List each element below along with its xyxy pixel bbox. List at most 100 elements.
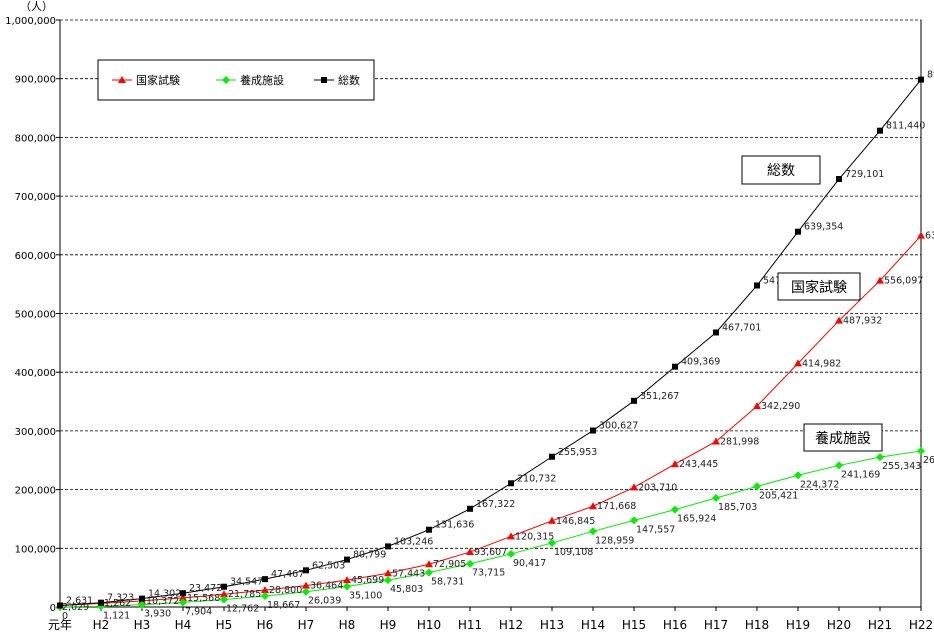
y-tick-label: 600,000 (15, 251, 56, 262)
data-label: 147,557 (636, 524, 675, 535)
marker-triangle (179, 593, 187, 601)
marker-square (713, 329, 719, 336)
marker-triangle (261, 586, 269, 594)
data-label: 72,905 (433, 559, 466, 570)
marker-triangle (794, 359, 802, 367)
extra-data-label: 2,029 (62, 602, 89, 613)
x-tick-label: H4 (175, 618, 192, 632)
data-label: 34,547 (230, 577, 263, 588)
x-tick-label: 元年 (48, 618, 72, 632)
x-tick-label: H22 (909, 618, 933, 632)
marker-square (549, 453, 555, 460)
series-line-0 (59, 235, 922, 606)
marker-triangle (220, 590, 228, 598)
marker-square (795, 228, 801, 235)
marker-triangle (466, 548, 474, 556)
x-axis: 元年 H2 H3 H4 H5 H6 H7 H8 H9 H10 H11 H12 H13 H14 H15 H16 H… (48, 606, 933, 632)
data-label: 729,101 (845, 169, 884, 180)
data-label: 18,667 (267, 600, 300, 611)
data-label: 109,108 (554, 547, 593, 558)
marker-triangle (343, 576, 351, 584)
data-label: 57,443 (392, 568, 425, 579)
marker-square (180, 590, 186, 597)
data-label: 14,302 (148, 589, 181, 600)
data-label: 185,703 (718, 502, 757, 513)
marker-square (508, 480, 514, 487)
data-label: 35,100 (349, 590, 382, 601)
data-label: 414,982 (802, 358, 841, 369)
data-label: 0 (62, 611, 68, 622)
data-label: 62,503 (312, 560, 345, 571)
marker-square (426, 526, 432, 533)
data-label: 205,421 (759, 490, 798, 501)
legend-label: 養成施設 (240, 73, 284, 87)
data-label: 131,636 (435, 520, 474, 531)
marker-triangle (118, 76, 126, 83)
data-label: 342,290 (761, 401, 800, 412)
marker-diamond (261, 592, 269, 601)
marker-diamond (876, 453, 884, 462)
y-tick-label: 200,000 (15, 486, 56, 497)
data-label: 120,315 (515, 531, 554, 542)
marker-square (467, 505, 473, 512)
marker-diamond (712, 493, 720, 502)
legend-items: 国家試験 養成施設 総数 (112, 73, 360, 87)
data-label: 224,372 (800, 479, 839, 490)
data-label: 73,715 (472, 568, 505, 579)
x-tick-label: H13 (540, 618, 564, 632)
series-line-2 (59, 79, 922, 606)
marker-triangle (384, 569, 392, 577)
marker-square (754, 282, 760, 289)
data-label: 300,627 (599, 421, 638, 432)
marker-triangle (712, 437, 720, 445)
marker-diamond (589, 527, 597, 536)
marker-square (221, 583, 227, 590)
marker-diamond (302, 587, 310, 596)
y-tick-label: 0 (50, 603, 56, 614)
data-label: 15,568 (187, 593, 220, 604)
y-tick-label: 100,000 (15, 544, 56, 555)
data-label: 23,472 (189, 583, 222, 594)
marker-square (672, 363, 678, 370)
y-tick-label: 400,000 (15, 368, 56, 379)
marker-square (262, 576, 268, 583)
marker-diamond (630, 516, 638, 525)
x-tick-label: H6 (257, 618, 274, 632)
marker-triangle (835, 316, 843, 324)
marker-triangle (302, 581, 310, 589)
data-label: 1,121 (103, 610, 130, 621)
x-tick-label: H9 (380, 618, 397, 632)
marker-square (918, 76, 924, 83)
data-label: 556,097 (884, 276, 923, 287)
x-tick-label: H5 (216, 618, 233, 632)
annotation-national-exam: 国家試験 (777, 272, 861, 301)
data-label: 898,429 (927, 70, 934, 81)
data-label: 103,246 (394, 536, 433, 547)
data-label: 487,932 (843, 316, 882, 327)
marker-square (321, 77, 327, 83)
data-label: 10,372 (146, 596, 179, 607)
data-label: 351,267 (640, 391, 679, 402)
marker-diamond (917, 446, 925, 455)
x-tick-label: H8 (339, 618, 356, 632)
data-label: 165,924 (677, 514, 716, 525)
y-tick-label: 500,000 (15, 310, 56, 321)
marker-square (877, 127, 883, 134)
series-group (56, 76, 925, 611)
data-label: 632,566 (925, 231, 934, 242)
data-label: 210,732 (517, 473, 556, 484)
marker-square (98, 599, 104, 606)
marker-triangle (548, 516, 556, 524)
marker-diamond (753, 482, 761, 491)
marker-diamond (507, 549, 515, 558)
x-tick-label: H18 (745, 618, 769, 632)
data-label: 45,699 (351, 575, 384, 586)
y-tick-label: 800,000 (15, 133, 56, 144)
data-label: 243,445 (679, 459, 718, 470)
marker-triangle (671, 460, 679, 468)
annotation-training-facility: 養成施設 (803, 423, 883, 452)
x-tick-label: H14 (581, 618, 605, 632)
series-line-1 (59, 450, 922, 608)
y-unit-label: （人） (20, 0, 53, 13)
